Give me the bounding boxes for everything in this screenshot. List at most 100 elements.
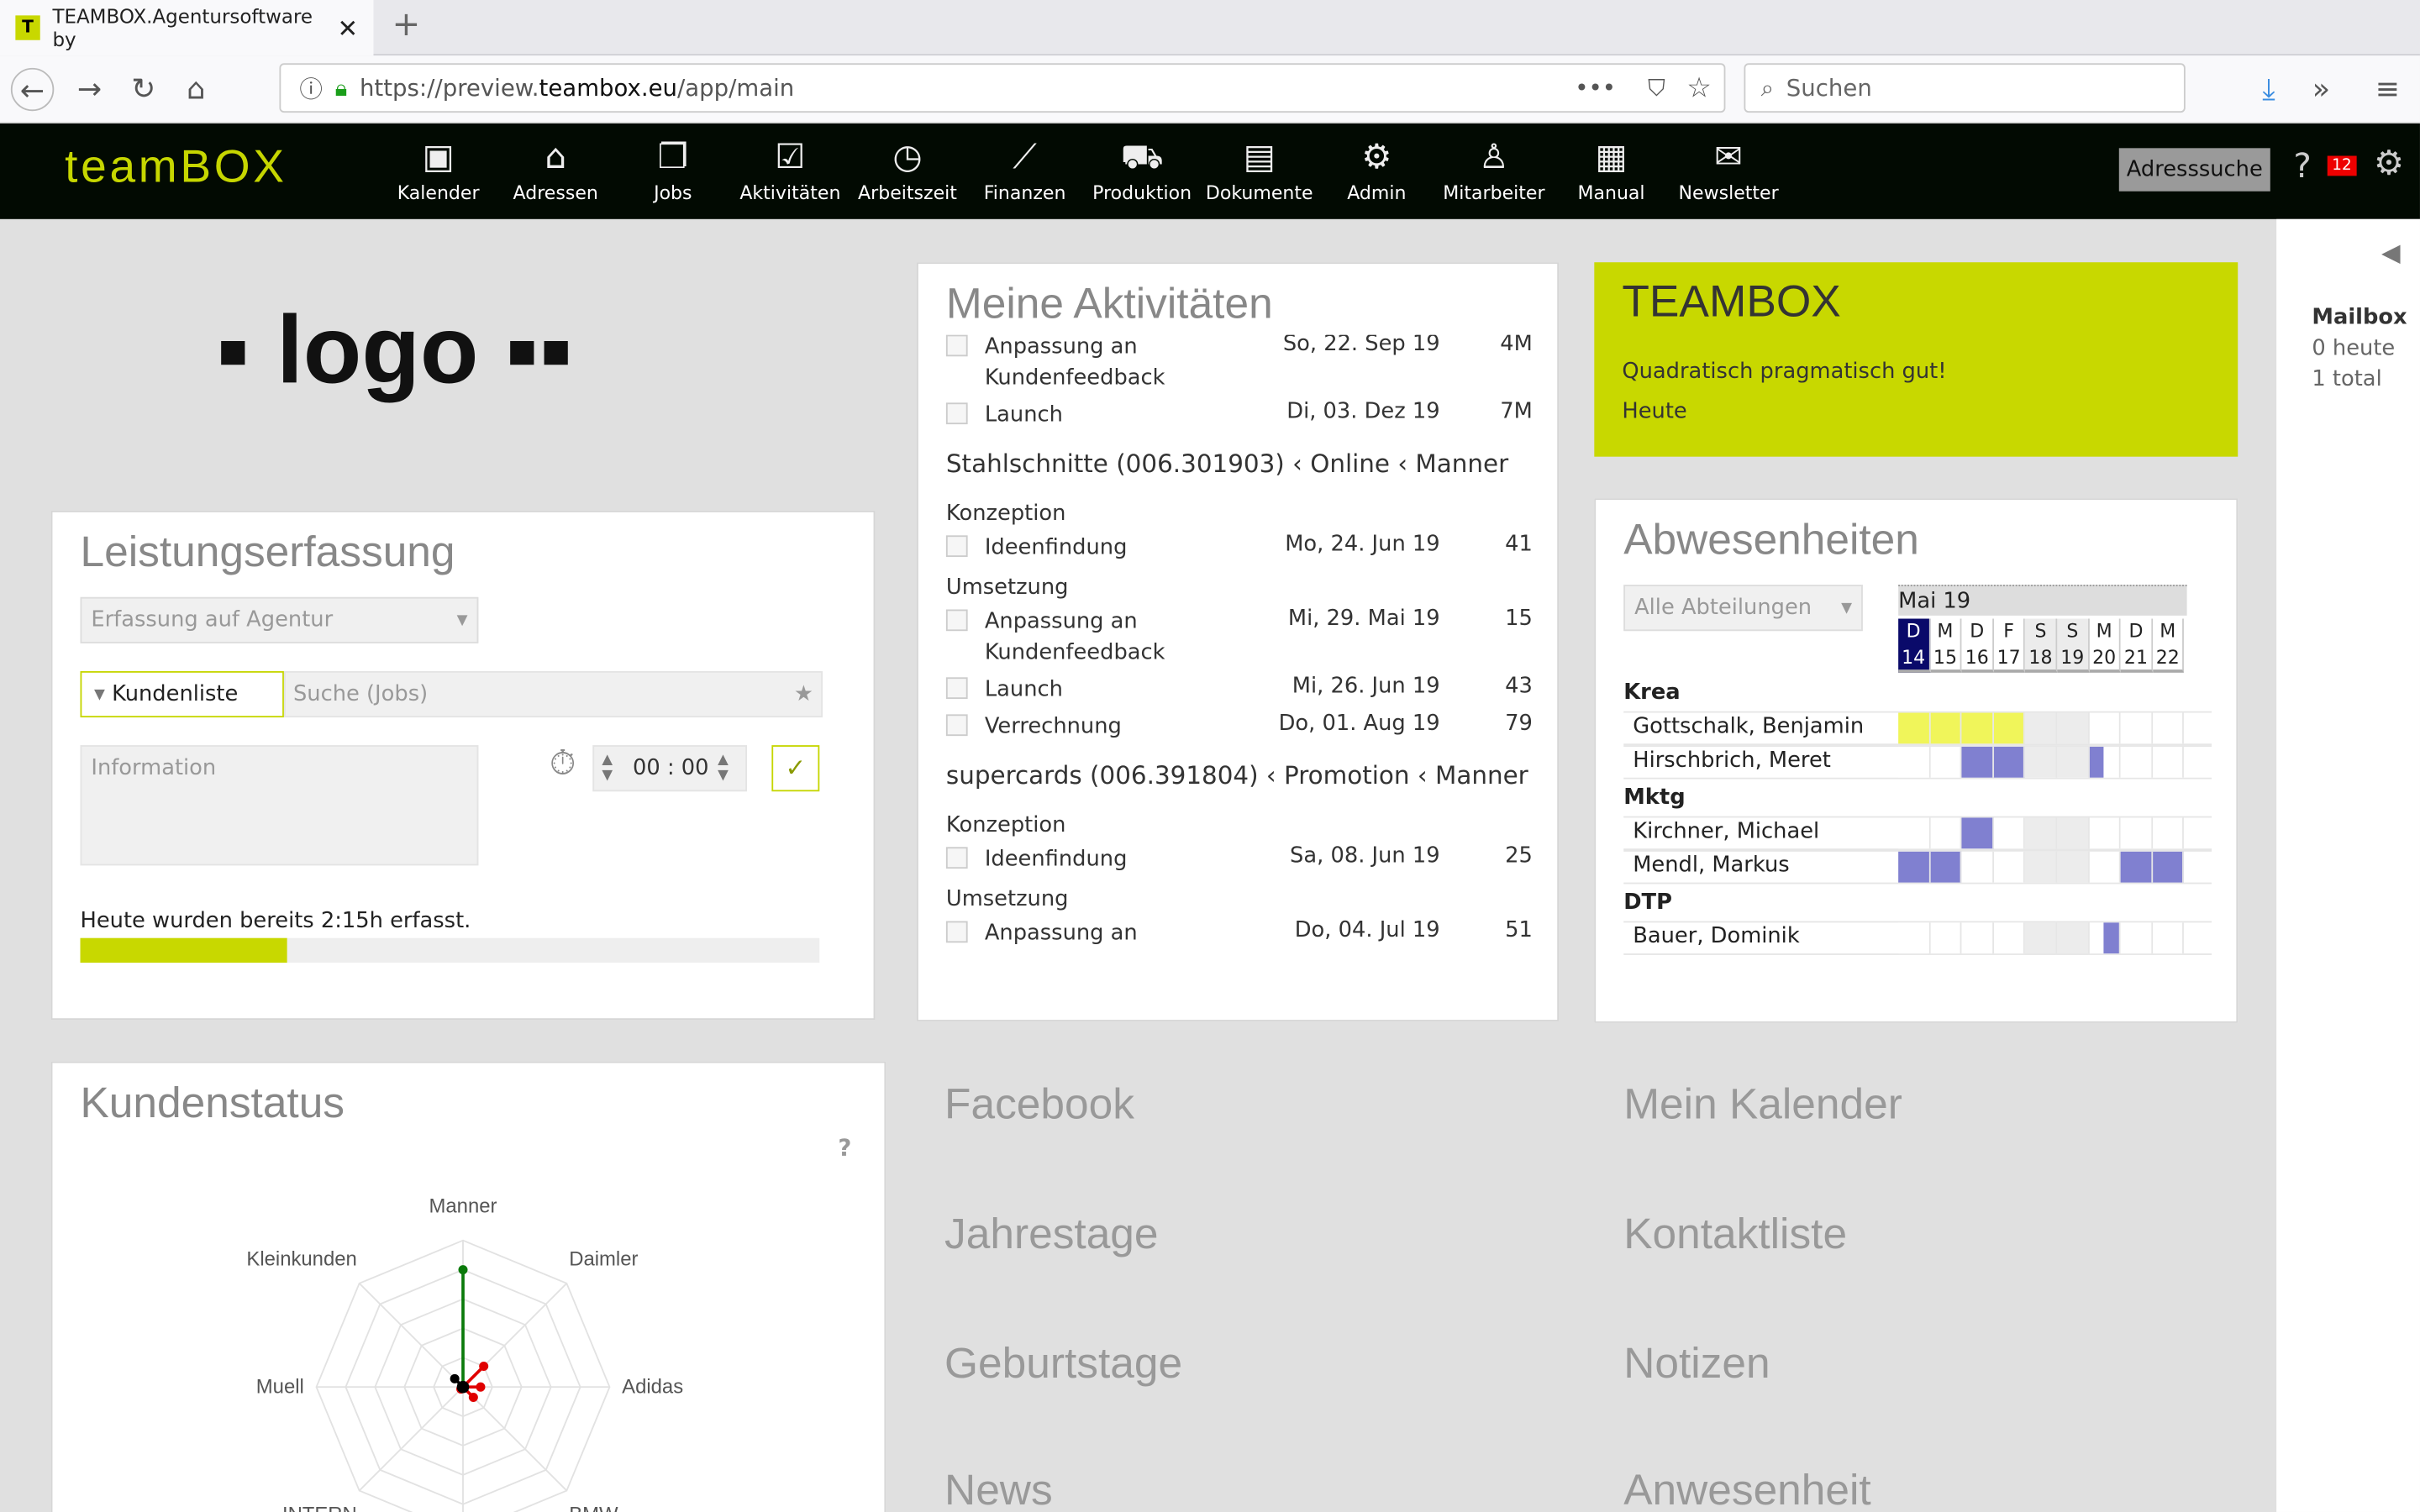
download-icon[interactable]: ⤓ <box>2262 72 2275 107</box>
absence-cell[interactable] <box>1961 746 1994 778</box>
radar-point[interactable] <box>458 1265 468 1275</box>
absence-cell[interactable] <box>2089 746 2121 778</box>
widget-title-geburtstage[interactable]: Geburtstage <box>944 1339 1183 1388</box>
stepper-arrows-icon[interactable]: ▲ ▼ <box>602 753 613 785</box>
activity-label[interactable]: Anpassung an <box>984 921 1138 946</box>
menu-item-produktion[interactable]: ⛟ Produktion <box>1083 136 1201 203</box>
menu-item-aktivitäten[interactable]: ☑ Aktivitäten <box>732 136 850 203</box>
bookmark-star-icon[interactable]: ☆ <box>1686 71 1712 104</box>
confirm-check-button[interactable]: ✓ <box>771 745 820 792</box>
menu-item-adressen[interactable]: ⌂ Adressen <box>497 136 614 203</box>
radar-point[interactable] <box>479 1362 489 1372</box>
overflow-icon[interactable]: » <box>2312 72 2331 107</box>
absence-cell[interactable] <box>1993 712 2026 744</box>
absence-cell[interactable] <box>2120 712 2153 744</box>
radar-point[interactable] <box>450 1373 460 1383</box>
absence-cell[interactable] <box>2025 851 2058 883</box>
kundenliste-select[interactable]: ▾ Kundenliste <box>80 670 284 718</box>
activity-checkbox[interactable] <box>945 334 968 357</box>
day-header[interactable]: M 15 <box>1929 618 1962 673</box>
reload-icon[interactable]: ↻ <box>131 72 156 107</box>
activity-checkbox[interactable] <box>945 402 968 425</box>
activity-label[interactable]: Ideenfindung <box>984 847 1128 872</box>
absence-cell[interactable] <box>2025 746 2058 778</box>
absence-cell[interactable] <box>2025 922 2058 954</box>
widget-title-kontaktliste[interactable]: Kontaktliste <box>1623 1209 1848 1257</box>
collapse-sidebar-icon[interactable]: ◀ <box>2381 237 2401 267</box>
absence-cell[interactable] <box>1961 712 1994 744</box>
settings-gear-icon[interactable]: ⚙ <box>2373 144 2405 184</box>
help-icon[interactable]: ? <box>838 1133 852 1163</box>
back-icon[interactable]: ← <box>10 67 55 112</box>
absence-cell[interactable] <box>2089 712 2121 744</box>
menu-item-mitarbeiter[interactable]: ♙ Mitarbeiter <box>1435 136 1553 203</box>
mailbox-title[interactable]: Mailbox <box>2312 305 2407 331</box>
widget-title-mein-kalender[interactable]: Mein Kalender <box>1623 1079 1902 1128</box>
time-stepper[interactable]: ▲ ▼ 00 : 00 ▲ ▼ <box>592 745 747 792</box>
activity-checkbox[interactable] <box>945 714 968 737</box>
person-name[interactable]: Mendl, Markus <box>1633 853 1790 879</box>
forward-icon[interactable]: → <box>76 72 103 107</box>
absence-cell[interactable] <box>2057 746 2089 778</box>
menu-item-arbeitszeit[interactable]: ◷ Arbeitszeit <box>849 136 966 203</box>
activity-checkbox[interactable] <box>945 921 968 943</box>
activity-checkbox[interactable] <box>945 609 968 632</box>
activity-label[interactable]: Anpassung an Kundenfeedback <box>984 334 1165 391</box>
stopwatch-icon[interactable]: ⏱ <box>549 745 576 785</box>
absence-cell[interactable] <box>1993 746 2026 778</box>
person-name[interactable]: Kirchner, Michael <box>1633 819 1820 844</box>
widget-title-notizen[interactable]: Notizen <box>1623 1339 1770 1388</box>
activity-checkbox[interactable] <box>945 847 968 869</box>
notification-badge[interactable]: 12 <box>2327 155 2357 176</box>
hamburger-menu-icon[interactable]: ≡ <box>2375 72 2400 107</box>
absence-cell[interactable] <box>1929 817 1962 849</box>
radar-point[interactable] <box>468 1393 478 1403</box>
absence-cell[interactable] <box>1961 817 1994 849</box>
absence-cell[interactable] <box>2152 746 2185 778</box>
absence-cell[interactable] <box>1898 922 1930 954</box>
job-search-input[interactable]: Suche (Jobs) ★ <box>283 670 823 718</box>
day-header[interactable]: D 14 <box>1898 618 1930 673</box>
menu-item-newsletter[interactable]: ✉ Newsletter <box>1670 136 1787 203</box>
day-header[interactable]: S 18 <box>2025 618 2058 673</box>
widget-title-facebook[interactable]: Facebook <box>944 1079 1134 1128</box>
menu-item-admin[interactable]: ⚙ Admin <box>1318 136 1436 203</box>
day-header[interactable]: M 22 <box>2152 618 2185 673</box>
today-link[interactable]: Heute <box>1622 399 1687 425</box>
job-label[interactable]: supercards (006.391804) ‹ Promotion ‹ Ma… <box>945 760 1528 790</box>
absence-cell[interactable] <box>1993 922 2026 954</box>
more-icon[interactable]: ••• <box>1575 74 1617 102</box>
widget-title-anwesenheit[interactable]: Anwesenheit <box>1623 1465 1871 1512</box>
absence-cell[interactable] <box>2057 712 2089 744</box>
absence-cell[interactable] <box>1929 922 1962 954</box>
activity-label[interactable]: Launch <box>984 677 1063 702</box>
absence-cell[interactable] <box>2057 851 2089 883</box>
absence-cell[interactable] <box>2152 851 2185 883</box>
day-header[interactable]: D 16 <box>1961 618 1994 673</box>
absence-cell[interactable] <box>2089 922 2121 954</box>
absence-cell[interactable] <box>1993 851 2026 883</box>
address-search-button[interactable]: Adresssuche <box>2118 148 2270 192</box>
day-header[interactable]: M 20 <box>2089 618 2121 673</box>
activity-label[interactable]: Verrechnung <box>984 714 1122 739</box>
absence-cell[interactable] <box>1993 817 2026 849</box>
activity-label[interactable]: Ideenfindung <box>984 535 1128 560</box>
job-label[interactable]: Stahlschnitte (006.301903) ‹ Online ‹ Ma… <box>945 449 1509 479</box>
person-name[interactable]: Gottschalk, Benjamin <box>1633 714 1865 739</box>
widget-title-jahrestage[interactable]: Jahrestage <box>944 1209 1159 1257</box>
widget-title-news[interactable]: News <box>944 1465 1053 1512</box>
stepper-arrows-icon[interactable]: ▲ ▼ <box>718 753 729 785</box>
absence-cell[interactable] <box>2057 817 2089 849</box>
absence-cell[interactable] <box>2025 817 2058 849</box>
absence-cell[interactable] <box>2120 746 2153 778</box>
help-icon[interactable]: ? <box>2293 148 2312 187</box>
absence-cell[interactable] <box>2120 817 2153 849</box>
absence-cell[interactable] <box>1898 746 1930 778</box>
menu-item-dokumente[interactable]: ▤ Dokumente <box>1201 136 1318 203</box>
person-name[interactable]: Bauer, Dominik <box>1633 924 1800 949</box>
day-header[interactable]: F 17 <box>1993 618 2026 673</box>
department-select[interactable]: Alle Abteilungen ▾ <box>1623 585 1863 632</box>
person-name[interactable]: Hirschbrich, Meret <box>1633 748 1831 774</box>
absence-cell[interactable] <box>1898 851 1930 883</box>
absence-cell[interactable] <box>1961 851 1994 883</box>
